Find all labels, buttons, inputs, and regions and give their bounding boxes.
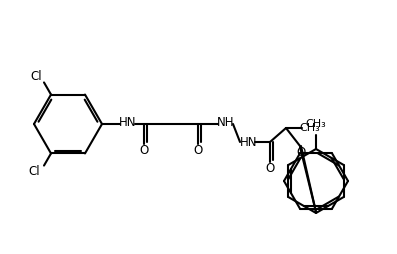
Text: O: O: [139, 144, 148, 156]
Text: O: O: [297, 147, 306, 160]
Text: CH₃: CH₃: [306, 119, 326, 129]
Text: CH₃: CH₃: [300, 123, 320, 133]
Text: NH: NH: [217, 117, 235, 130]
Text: O: O: [265, 162, 275, 174]
Text: O: O: [193, 144, 202, 156]
Text: HN: HN: [240, 136, 258, 150]
Text: HN: HN: [119, 117, 137, 130]
Text: Cl: Cl: [28, 165, 40, 178]
Text: Cl: Cl: [31, 70, 42, 83]
